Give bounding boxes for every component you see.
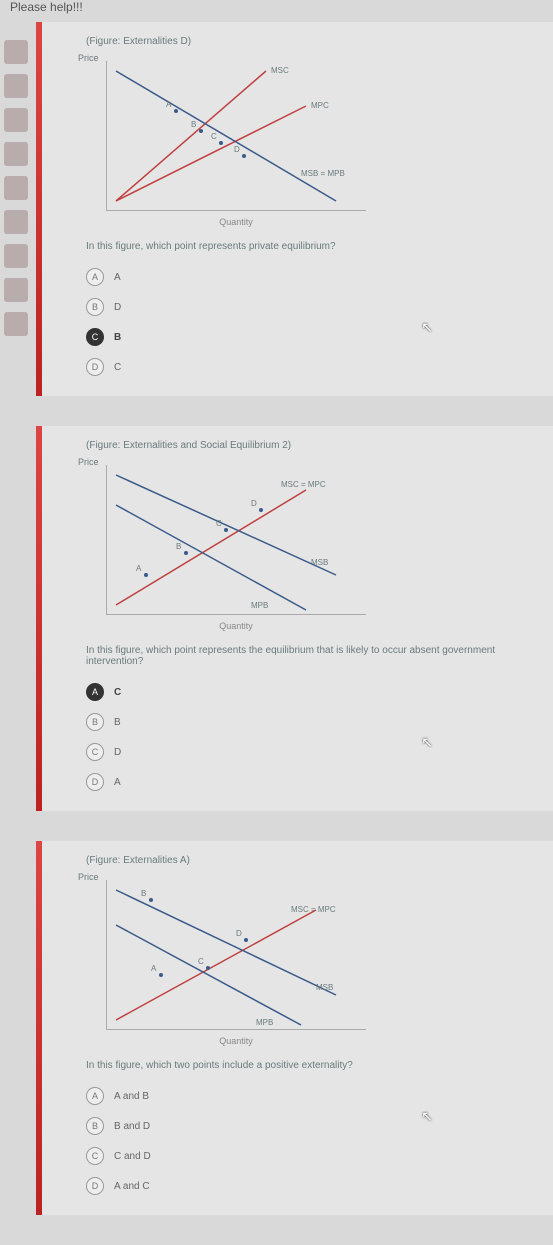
option-text: A and C xyxy=(114,1181,150,1192)
svg-text:MSC = MPC: MSC = MPC xyxy=(281,480,326,489)
page-header: Please help!!! xyxy=(0,0,553,22)
option-letter[interactable]: D xyxy=(86,1177,104,1195)
option-text: B xyxy=(114,332,121,343)
svg-text:C: C xyxy=(211,132,217,141)
cursor-icon: ↖ xyxy=(421,319,433,336)
option[interactable]: AA xyxy=(86,262,543,292)
svg-text:D: D xyxy=(236,929,242,938)
sidebar-icon xyxy=(4,142,28,166)
svg-text:MPB: MPB xyxy=(256,1018,273,1027)
sidebar-icon xyxy=(4,210,28,234)
svg-text:D: D xyxy=(234,145,240,154)
svg-text:D: D xyxy=(251,499,257,508)
svg-text:A: A xyxy=(166,100,172,109)
figure-title: (Figure: Externalities D) xyxy=(86,36,543,47)
question-prompt: In this figure, which two points include… xyxy=(86,1060,543,1071)
option-letter[interactable]: B xyxy=(86,1117,104,1135)
option-letter[interactable]: C xyxy=(86,743,104,761)
option-list: AABDCBDC xyxy=(86,262,543,382)
svg-text:MSB: MSB xyxy=(311,558,328,567)
option[interactable]: BD xyxy=(86,292,543,322)
svg-text:B: B xyxy=(176,542,181,551)
x-axis-label: Quantity xyxy=(219,621,253,631)
option-letter[interactable]: D xyxy=(86,773,104,791)
sidebar-icon xyxy=(4,108,28,132)
svg-text:A: A xyxy=(151,964,157,973)
option-text: C xyxy=(114,687,121,698)
option-letter[interactable]: A xyxy=(86,1087,104,1105)
option[interactable]: CB xyxy=(86,322,543,352)
x-axis-label: Quantity xyxy=(219,1036,253,1046)
question-prompt: In this figure, which point represents p… xyxy=(86,241,543,252)
chart: PriceQuantityMSCMPCMSB = MPBABCD xyxy=(86,51,386,231)
svg-text:B: B xyxy=(141,889,146,898)
option[interactable]: C C and D xyxy=(86,1141,543,1171)
svg-text:MPB: MPB xyxy=(251,601,268,610)
y-axis-label: Price xyxy=(78,53,99,63)
option-letter[interactable]: B xyxy=(86,713,104,731)
option[interactable]: A A and B xyxy=(86,1081,543,1111)
option-text: B xyxy=(114,717,121,728)
y-axis-label: Price xyxy=(78,872,99,882)
sidebar-icon xyxy=(4,74,28,98)
option-letter[interactable]: A xyxy=(86,683,104,701)
option[interactable]: B B and D xyxy=(86,1111,543,1141)
option[interactable]: AC xyxy=(86,677,543,707)
question-prompt: In this figure, which point represents t… xyxy=(86,645,543,667)
sidebar-icon xyxy=(4,40,28,64)
option-text: D xyxy=(114,302,121,313)
question-block: ↖ (Figure: Externalities and Social Equil… xyxy=(36,426,553,811)
option-text: D xyxy=(114,747,121,758)
option-list: ACBBCDDA xyxy=(86,677,543,797)
sidebar-icon xyxy=(4,176,28,200)
svg-text:A: A xyxy=(136,564,142,573)
option-list: A A and B B B and D C C and D D A and C xyxy=(86,1081,543,1201)
option-letter[interactable]: C xyxy=(86,1147,104,1165)
x-axis-label: Quantity xyxy=(219,217,253,227)
question-block: ↖(Figure: Externalities A)PriceQuantityM… xyxy=(36,841,553,1215)
sidebar-icon xyxy=(4,278,28,302)
option[interactable]: BB xyxy=(86,707,543,737)
option-text: B and D xyxy=(114,1121,150,1132)
figure-title: (Figure: Externalities A) xyxy=(86,855,543,866)
left-sidebar-icons xyxy=(4,40,32,346)
option-text: A xyxy=(114,777,121,788)
svg-text:C: C xyxy=(216,519,222,528)
cursor-icon: ↖ xyxy=(421,734,433,751)
svg-text:MSB = MPB: MSB = MPB xyxy=(301,169,345,178)
option[interactable]: CD xyxy=(86,737,543,767)
svg-text:B: B xyxy=(191,120,196,129)
option-letter[interactable]: D xyxy=(86,358,104,376)
svg-text:MPC: MPC xyxy=(311,101,329,110)
option-text: C and D xyxy=(114,1151,151,1162)
sidebar-icon xyxy=(4,244,28,268)
figure-title: (Figure: Externalities and Social Equili… xyxy=(86,440,543,451)
chart: PriceQuantityMSC = MPCMSBMPBABCD xyxy=(86,870,386,1050)
svg-text:MSB: MSB xyxy=(316,983,333,992)
option-text: C xyxy=(114,362,121,373)
svg-text:MSC: MSC xyxy=(271,66,289,75)
option[interactable]: D A and C xyxy=(86,1171,543,1201)
question-block: ↖ (Figure: Externalities D) Price Quantity M… xyxy=(36,22,553,396)
chart: PriceQuantityMSC = MPCMSBMPBABCD xyxy=(86,455,386,635)
cursor-icon: ↖ xyxy=(421,1108,433,1125)
sidebar-icon xyxy=(4,312,28,336)
option-letter[interactable]: A xyxy=(86,268,104,286)
option-text: A and B xyxy=(114,1091,149,1102)
option-letter[interactable]: C xyxy=(86,328,104,346)
option[interactable]: DA xyxy=(86,767,543,797)
option-letter[interactable]: B xyxy=(86,298,104,316)
option-text: A xyxy=(114,272,121,283)
svg-text:MSC = MPC: MSC = MPC xyxy=(291,905,336,914)
option[interactable]: DC xyxy=(86,352,543,382)
y-axis-label: Price xyxy=(78,457,99,467)
svg-text:C: C xyxy=(198,957,204,966)
